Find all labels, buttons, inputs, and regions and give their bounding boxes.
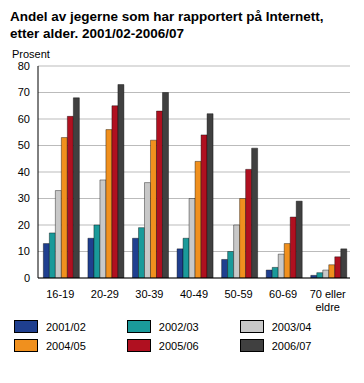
svg-text:70 ellereldre: 70 ellereldre (310, 288, 346, 312)
svg-text:10: 10 (18, 245, 30, 257)
html-text:Andel av jegerne som har rappo: Andel av jegerne som har rapportert på I… (10, 9, 324, 41)
svg-text:50: 50 (18, 139, 30, 151)
svg-text:80: 80 (18, 60, 30, 72)
html-text:Prosent: Prosent (12, 48, 50, 60)
svg-text:40-49: 40-49 (180, 288, 208, 300)
svg-text:30-39: 30-39 (135, 288, 163, 300)
svg-text:60-69: 60-69 (269, 288, 297, 300)
html-text:2004/05: 2004/05 (46, 339, 86, 352)
svg-text:50-59: 50-59 (225, 288, 253, 300)
svg-text:20-29: 20-29 (91, 288, 119, 300)
html-text:2003/04: 2003/04 (271, 320, 312, 333)
svg-text:0: 0 (24, 272, 30, 284)
svg-text:20: 20 (18, 219, 30, 231)
html-text:2002/03: 2002/03 (158, 320, 199, 333)
html-text:2001/02: 2001/02 (46, 320, 86, 333)
svg-text:30: 30 (18, 192, 30, 204)
svg-text:60: 60 (18, 113, 30, 125)
html-text:2005/06: 2005/06 (158, 339, 199, 352)
html-text:2006/07: 2006/07 (271, 339, 312, 352)
svg-text:70: 70 (18, 86, 30, 98)
svg-text:40: 40 (18, 166, 30, 178)
svg-text:16-19: 16-19 (46, 288, 74, 300)
